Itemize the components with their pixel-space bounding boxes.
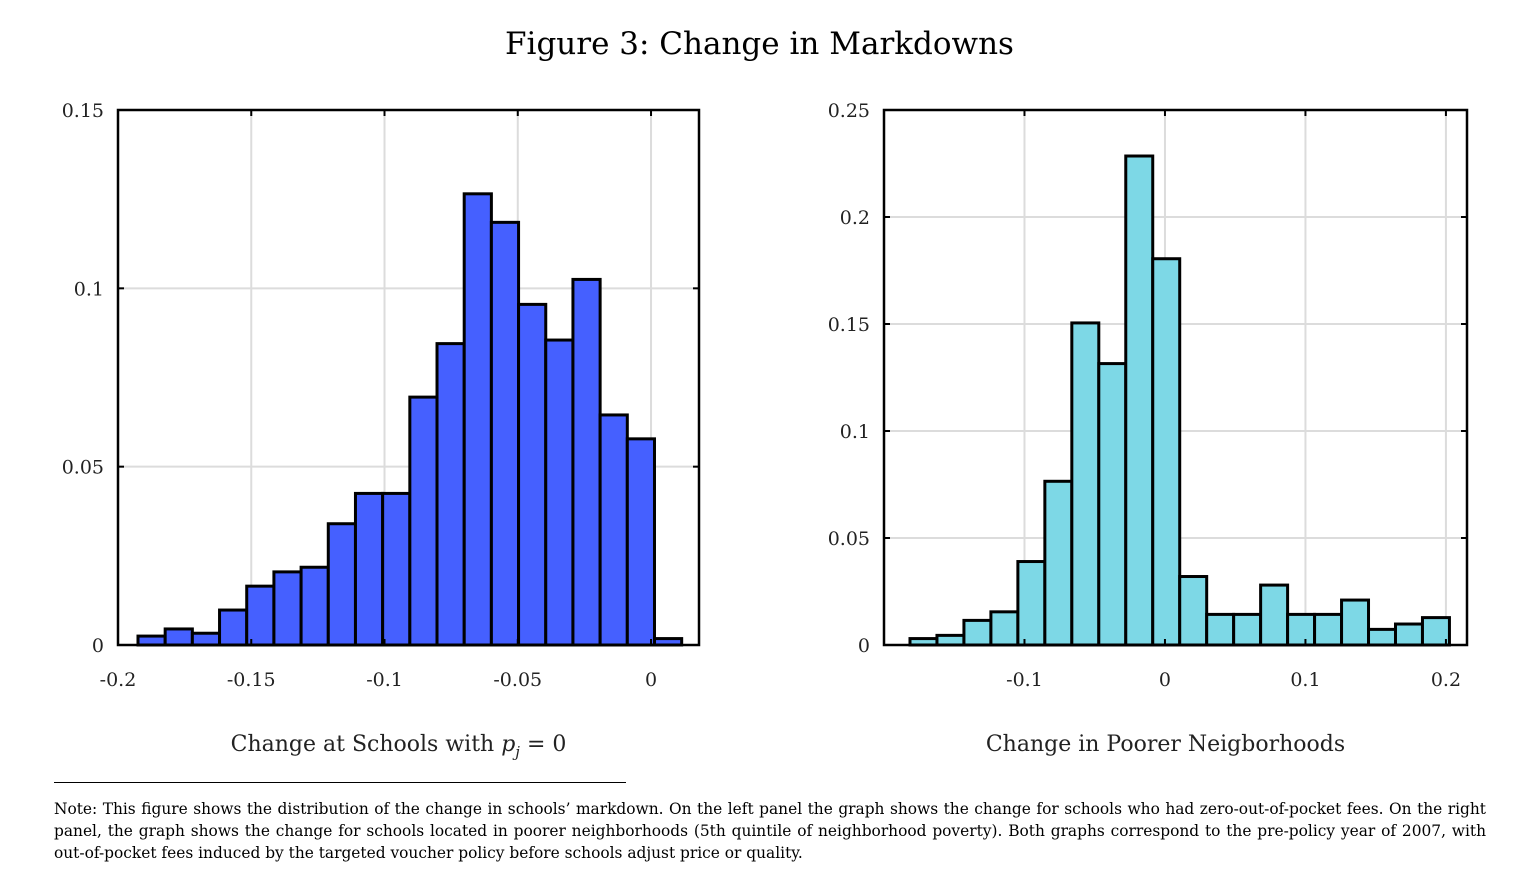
y-tick-label: 0.1 [840,421,870,443]
left-hist-bar [136,634,167,647]
left-hist-bar [326,522,357,647]
footnote-rule [54,782,626,783]
right-hist-bar [1340,598,1371,647]
right-hist-bar [1259,583,1290,647]
x-tick-label: 0.1 [1290,669,1320,691]
right-hist-bar [1151,257,1182,647]
y-tick-label: 0.25 [828,100,870,122]
x-tick-label: -0.2 [100,669,137,691]
right-histogram-panel: -0.1 0 0.1 0.2 0 0.05 0.1 0.15 0.2 0.25 Change in … [828,100,1469,757]
left-hist-bar [435,342,466,647]
x-tick-label: 0 [645,669,657,691]
left-hist-bar [218,608,249,647]
right-hist-bar [1070,321,1101,647]
left-hist-bar [353,491,385,647]
x-tick-label: -0.05 [493,669,542,691]
left-hist-bar [571,277,602,647]
left-hist-bar [272,570,303,647]
y-tick-label: 0 [858,635,870,657]
x-tick-label: -0.1 [1006,669,1043,691]
right-hist-bar [962,618,993,647]
right-hist-bar [1232,612,1263,647]
right-hist-bar [989,610,1020,647]
right-hist-bar [1178,575,1209,647]
left-hist-bar [381,491,412,647]
y-tick-label: 0.15 [62,100,104,122]
x-tick-label: -0.15 [227,669,276,691]
x-axis-label: Change in Poorer Neigborhoods [986,732,1345,757]
y-tick-label: 0.1 [74,278,104,300]
y-tick-label: 0.05 [62,457,104,479]
left-hist-bar [190,631,222,647]
x-tick-label: 0.2 [1431,669,1461,691]
x-tick-label: -0.1 [366,669,403,691]
left-hist-bar [245,584,276,647]
right-hist-bar [1097,362,1128,647]
x-tick-label: 0 [1159,669,1171,691]
left-hist-bar [517,302,548,647]
left-hist-bar [299,565,330,647]
figure-note: Note: This figure shows the distribution… [54,800,1486,862]
y-tick-label: 0.05 [828,528,870,550]
left-hist-bar [544,338,575,647]
left-histogram-panel: -0.2 -0.15 -0.1 -0.05 0 0 0.05 0.1 0.15 Change at… [62,100,701,761]
right-hist-bar [1367,627,1397,647]
right-hist-bar [1016,560,1047,647]
right-hist-bar [1393,622,1424,647]
right-hist-bar [1043,479,1074,647]
y-tick-label: 0.15 [828,314,870,336]
right-hist-bar [1205,612,1236,647]
plot-frame [116,108,701,647]
left-hist-bar [625,437,656,647]
left-hist-bar [163,627,194,647]
x-axis-label: Change at Schools with pj = 0 [231,732,567,761]
right-hist-bar [935,633,966,647]
figure-title: Figure 3: Change in Markdowns [505,26,1014,62]
y-tick-label: 0 [92,635,104,657]
left-hist-bar [489,220,521,647]
left-hist-bar [408,395,439,647]
plot-frame [882,108,1469,647]
right-hist-bar [1286,612,1317,647]
left-hist-bar [598,413,629,647]
y-tick-label: 0.2 [840,207,870,229]
right-hist-bar [1124,154,1155,647]
left-hist-bar [462,192,493,647]
right-hist-bar [1313,612,1344,647]
